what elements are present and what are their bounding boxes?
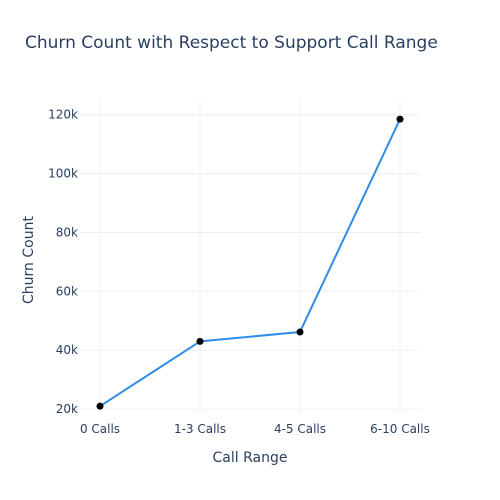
series-lines (99, 118, 401, 408)
data-point (196, 337, 204, 345)
x-tick-label: 1-3 Calls (174, 422, 226, 436)
y-tick-label: 40k (56, 343, 78, 357)
data-point (396, 115, 404, 123)
x-axis-title: Call Range (213, 450, 288, 466)
series-points (96, 115, 404, 410)
y-tick-label: 120k (48, 108, 78, 122)
y-tick-labels: 20k 40k 60k 80k 100k 120k (48, 108, 78, 416)
x-tick-labels: 0 Calls 1-3 Calls 4-5 Calls 6-10 Calls (80, 422, 430, 436)
x-tick-label: 6-10 Calls (370, 422, 430, 436)
y-axis-title: Churn Count (21, 216, 37, 304)
data-point (96, 402, 104, 410)
y-tick-label: 60k (56, 284, 78, 298)
y-tick-label: 100k (48, 167, 78, 181)
chart-title: Churn Count with Respect to Support Call… (25, 33, 438, 53)
y-tick-label: 80k (56, 225, 78, 239)
data-point (296, 328, 304, 336)
grid-lines (80, 100, 420, 415)
y-tick-label: 20k (56, 402, 78, 416)
series-line (99, 118, 401, 408)
x-tick-label: 4-5 Calls (274, 422, 326, 436)
x-tick-label: 0 Calls (80, 422, 120, 436)
